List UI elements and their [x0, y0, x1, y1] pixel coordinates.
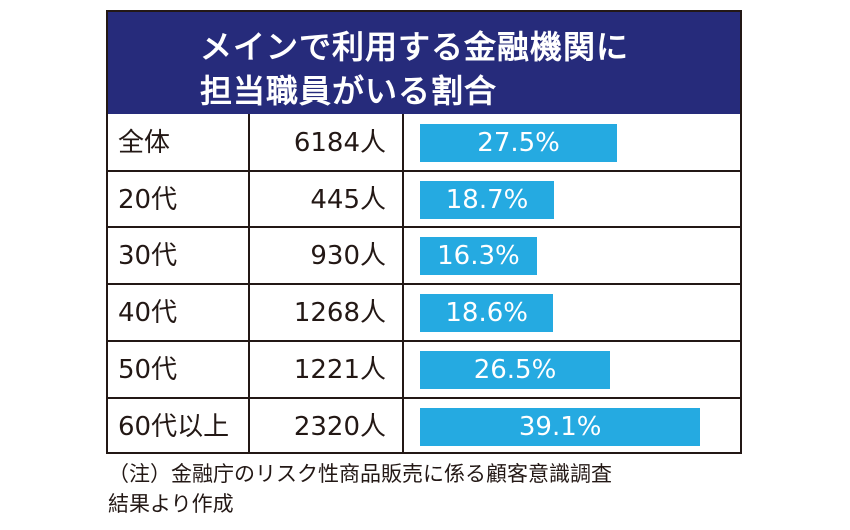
row-divider [108, 283, 740, 286]
row-count: 6184人 [293, 128, 386, 158]
row-count: 445人 [310, 184, 386, 215]
bar-value-label: 27.5% [477, 128, 560, 158]
bar [420, 350, 610, 389]
title-band: メインで利用する金融機関に 担当職員がいる割合 [108, 12, 740, 114]
row-group-label: 40代 [118, 298, 178, 329]
row-count: 1221人 [293, 354, 386, 385]
row-count: 2320人 [293, 411, 386, 442]
row-group-label: 20代 [118, 184, 178, 215]
bar [420, 294, 554, 333]
bar [420, 237, 537, 276]
row-divider [108, 339, 740, 342]
bar-value-label: 18.6% [445, 298, 528, 329]
bar-value-label: 16.3% [437, 241, 520, 272]
row-count: 1268人 [293, 298, 386, 329]
bar [420, 180, 555, 219]
bar-value-label: 39.1% [518, 411, 602, 442]
bar-value-label: 26.5% [473, 354, 557, 385]
bar [420, 124, 618, 162]
row-count: 930人 [310, 241, 386, 272]
bar [420, 407, 701, 446]
row-divider [108, 396, 740, 399]
row-group-label: 60代以上 [118, 411, 230, 442]
chart-title-line-2: 担当職員がいる割合 [200, 72, 498, 110]
row-group-label: 50代 [118, 354, 178, 385]
chart-title-line-1: メインで利用する金融機関に [200, 28, 630, 66]
bar-value-label: 18.7% [445, 184, 529, 215]
note-line-2: 結果より作成 [108, 492, 234, 516]
row-group-label: 全体 [118, 128, 171, 158]
note-line-1: （注）金融庁のリスク性商品販売に係る顧客意識調査 [108, 462, 612, 486]
row-group-label: 30代 [118, 241, 178, 272]
row-divider [108, 226, 740, 229]
row-divider [108, 169, 740, 172]
chart-frame: メインで利用する金融機関に 担当職員がいる割合 全体 6184人 27.5% 20代 4… [106, 10, 742, 455]
